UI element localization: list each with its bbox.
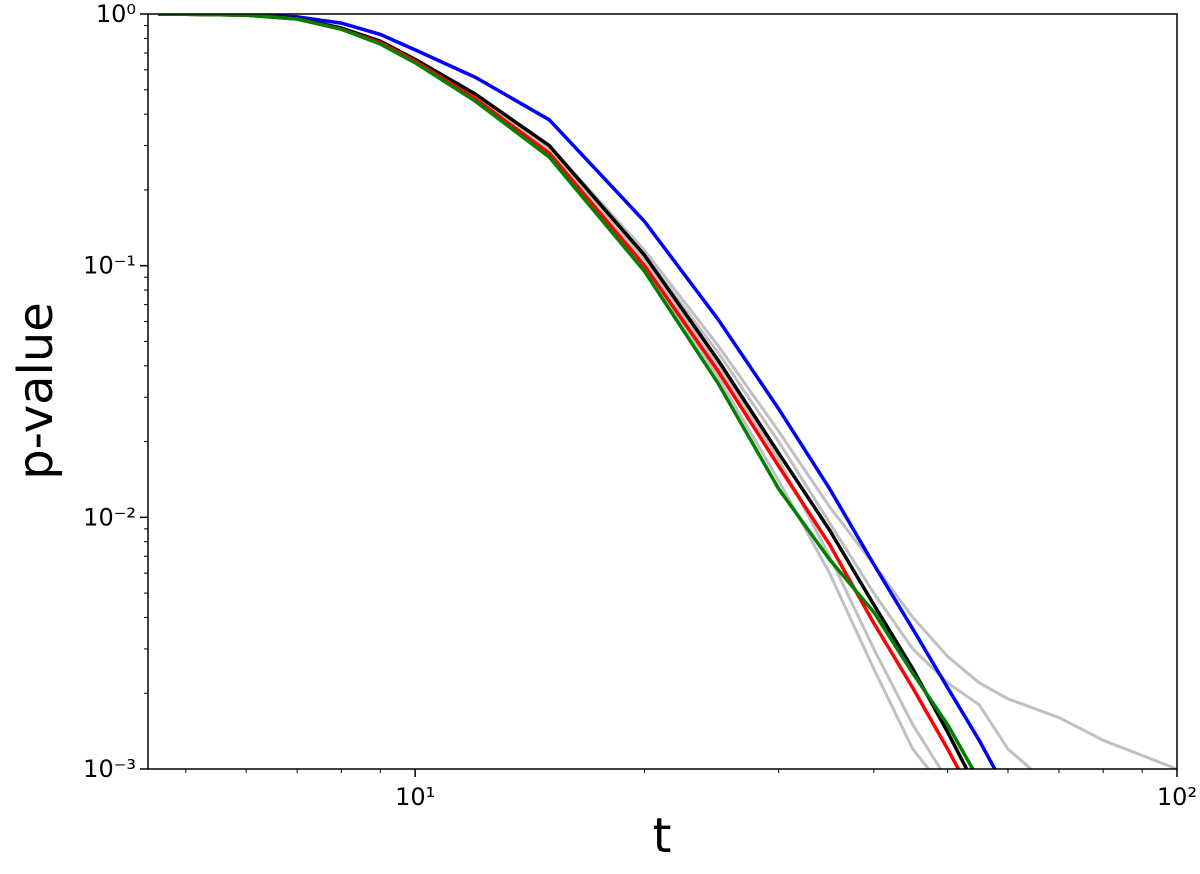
plot-frame — [147, 13, 1178, 770]
x-tick-label: 10¹ — [395, 783, 435, 811]
y-tick-label: 10⁻¹ — [83, 252, 136, 280]
y-tick-label: 10⁻³ — [83, 755, 136, 783]
series-line — [158, 14, 969, 769]
y-axis-label: p-value — [8, 302, 64, 480]
x-axis-label: t — [653, 808, 672, 864]
series-line — [158, 14, 943, 769]
y-tick-label: 10⁻² — [83, 503, 136, 531]
y-tick-label: 10⁰ — [96, 0, 136, 28]
x-tick-label: 10² — [1157, 783, 1197, 811]
series-line — [158, 14, 961, 769]
series-line — [158, 14, 931, 769]
series-line — [158, 14, 975, 769]
plot-lines — [158, 14, 1177, 769]
series-line — [158, 14, 997, 769]
series-line — [158, 14, 1177, 769]
series-line — [158, 14, 1034, 769]
